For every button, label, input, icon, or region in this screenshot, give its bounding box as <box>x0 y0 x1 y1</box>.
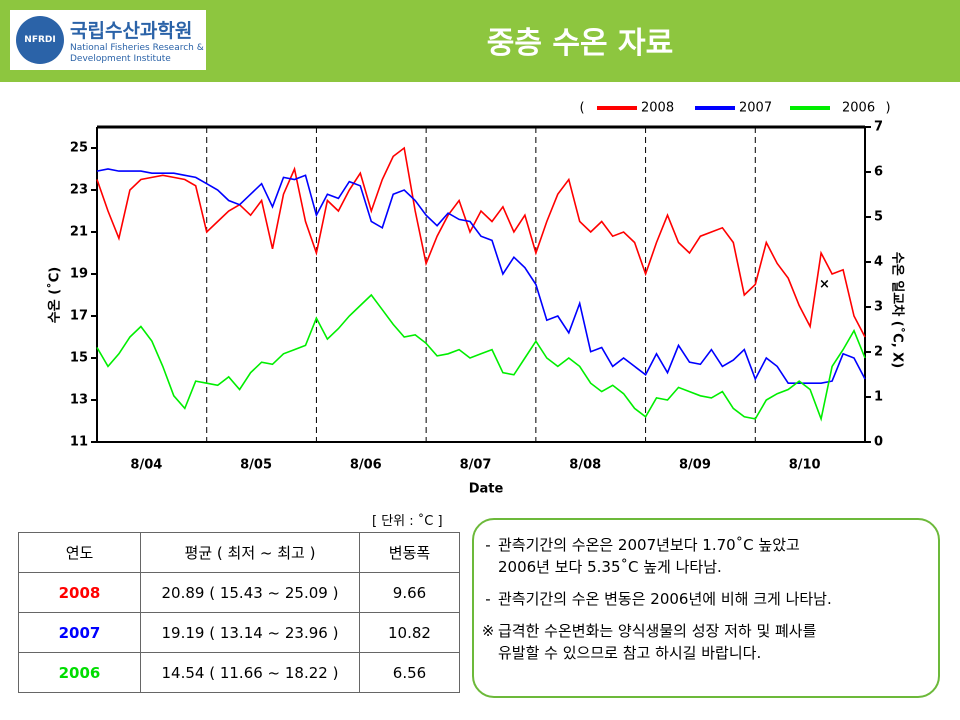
y2-tick-label: 6 <box>874 165 883 180</box>
note-item: - 관측기간의 수온은 2007년보다 1.70˚C 높았고 2006년 보다 5.… <box>478 534 930 578</box>
table-cell: 20.89 ( 15.43 ~ 25.09 ) <box>140 572 360 613</box>
table-cell: 14.54 ( 11.66 ~ 18.22 ) <box>140 652 360 693</box>
note-bullet: ※ <box>481 622 495 640</box>
table-row: 2006 14.54 ( 11.66 ~ 18.22 ) 6.56 <box>18 652 460 693</box>
y2-tick-label: 4 <box>874 255 883 270</box>
logo-english: Development Institute <box>70 54 171 64</box>
note-bullet: - <box>485 536 491 554</box>
y-tick-label: 13 <box>70 393 88 408</box>
note-line: 2006년 보다 5.35˚C 높게 나타남. <box>498 558 722 576</box>
table-cell: 19.19 ( 13.14 ~ 23.96 ) <box>140 612 360 653</box>
page-title: 중층 수온 자료 <box>486 26 674 61</box>
note-line: 관측기간의 수온은 2007년보다 1.70˚C 높았고 <box>498 536 800 554</box>
y2-tick-label: 2 <box>874 345 883 360</box>
unit-label: [ 단위 : ˚C ] <box>372 514 443 529</box>
year-cell: 2006 <box>18 652 141 693</box>
y2-tick-label: 1 <box>874 390 883 405</box>
table-row: 2007 19.19 ( 13.14 ~ 23.96 ) 10.82 <box>18 612 460 653</box>
table-row: 2008 20.89 ( 15.43 ~ 25.09 ) 9.66 <box>18 572 460 613</box>
x-category-label: 8/07 <box>460 458 492 473</box>
y2-tick-label: 5 <box>874 210 883 225</box>
y-tick-label: 25 <box>70 141 88 156</box>
table-cell: 9.66 <box>359 572 460 613</box>
series-line <box>96 146 866 338</box>
table-cell: 10.82 <box>359 612 460 653</box>
table-cell: 6.56 <box>359 652 460 693</box>
note-bullet: - <box>485 590 491 608</box>
table-header-cell: 변동폭 <box>359 532 460 573</box>
legend-label: 2007 <box>739 101 772 116</box>
series-line <box>96 293 866 422</box>
y-axis-label: 수온 (˚C) <box>47 267 63 323</box>
note-line: 유발할 수 있으므로 참고 하시길 바랍니다. <box>498 644 762 662</box>
summary-table: 연도 평균 ( 최저 ~ 최고 ) 변동폭 2008 20.89 ( 15.43 ~ 2… <box>18 532 460 693</box>
logo: NFRDI 국립수산과학원 National Fisheries Researc… <box>10 10 206 70</box>
x-category-label: 8/04 <box>130 458 162 473</box>
logo-english: National Fisheries Research & <box>70 43 204 53</box>
x-category-label: 8/09 <box>679 458 711 473</box>
notes-box: - 관측기간의 수온은 2007년보다 1.70˚C 높았고 2006년 보다 5.… <box>472 518 940 698</box>
y2-point: × <box>819 277 830 292</box>
note-body: 관측기간의 수온은 2007년보다 1.70˚C 높았고 2006년 보다 5.3… <box>498 534 800 578</box>
legend-label: 2008 <box>641 101 674 116</box>
y-tick-label: 23 <box>70 183 88 198</box>
table-header-cell: 연도 <box>18 532 141 573</box>
y-tick-label: 11 <box>70 435 88 450</box>
y2-axis-label: 수온 일교차 (˚C, X) <box>890 252 906 368</box>
table-header-row: 연도 평균 ( 최저 ~ 최고 ) 변동폭 <box>18 532 460 573</box>
y-tick-label: 15 <box>70 351 88 366</box>
series-line <box>96 168 866 384</box>
y-tick-label: 19 <box>70 267 88 282</box>
note-item: - 관측기간의 수온 변동은 2006년에 비해 크게 나타남. <box>478 588 930 610</box>
y-tick-label: 17 <box>70 309 88 324</box>
y2-tick-label: 3 <box>874 300 883 315</box>
x-category-label: 8/08 <box>569 458 601 473</box>
year-cell: 2008 <box>18 572 141 613</box>
x-category-label: 8/10 <box>789 458 821 473</box>
legend-label: 2006 <box>842 101 875 116</box>
year-cell: 2007 <box>18 612 141 653</box>
x-axis-label: Date <box>469 482 504 497</box>
note-line: 관측기간의 수온 변동은 2006년에 비해 크게 나타남. <box>498 590 832 608</box>
y-tick-label: 21 <box>70 225 88 240</box>
logo-emblem: NFRDI <box>16 16 64 64</box>
legend-bracket: ( <box>579 101 584 116</box>
note-body: 관측기간의 수온 변동은 2006년에 비해 크게 나타남. <box>498 588 832 610</box>
y2-tick-label: 0 <box>874 435 883 450</box>
header-bar: NFRDI 국립수산과학원 National Fisheries Researc… <box>0 0 960 82</box>
x-category-label: 8/06 <box>350 458 382 473</box>
y2-tick-label: 7 <box>874 120 883 135</box>
x-category-label: 8/05 <box>240 458 272 473</box>
note-line: 급격한 수온변화는 양식생물의 성장 저하 및 폐사를 <box>498 622 817 640</box>
legend-bracket: ) <box>885 101 890 116</box>
table-header-cell: 평균 ( 최저 ~ 최고 ) <box>140 532 360 573</box>
logo-name: 국립수산과학원 <box>70 20 193 42</box>
